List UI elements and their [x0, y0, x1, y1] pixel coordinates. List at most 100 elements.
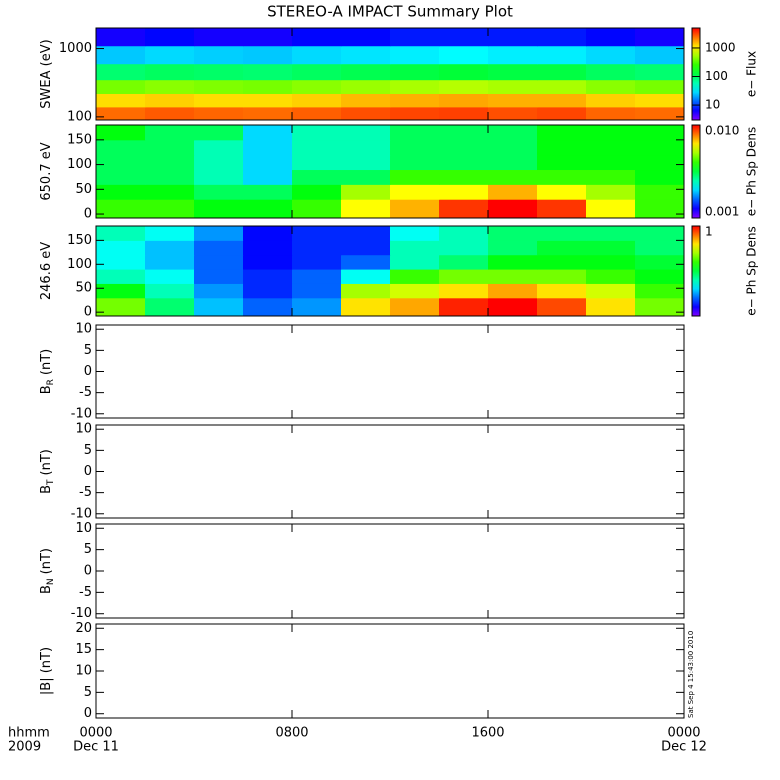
heat-cell	[537, 283, 587, 299]
heat-cell	[96, 63, 146, 81]
heat-cell	[635, 125, 685, 141]
heat-cell	[194, 45, 244, 65]
heat-cell	[145, 63, 195, 81]
y-tick-label: 0	[84, 464, 92, 479]
heat-cell	[635, 169, 685, 185]
colorbar-label: e− Ph Sp Dens	[745, 127, 759, 216]
heat-cell	[586, 240, 636, 256]
y-tick-label: 5	[84, 685, 92, 700]
heat-cell	[390, 283, 440, 299]
heat-cell	[341, 226, 391, 241]
y-tick-label: 0	[84, 706, 92, 721]
heat-cell	[145, 93, 195, 108]
heat-cell	[145, 45, 195, 65]
heat-cell	[537, 139, 587, 156]
y-axis-label: BT (nT)	[39, 449, 56, 494]
x-axis-label: 2009	[8, 740, 41, 755]
heat-cell	[96, 199, 146, 219]
heat-cell	[194, 79, 244, 94]
heat-cell	[488, 28, 538, 47]
heat-cell	[341, 125, 391, 141]
heat-cell	[341, 283, 391, 299]
heat-cell	[586, 199, 636, 219]
heat-cell	[292, 93, 342, 108]
heat-cell	[341, 139, 391, 156]
heat-cell	[439, 79, 489, 94]
y-tick-label: -5	[79, 385, 92, 400]
heat-cell	[635, 297, 685, 317]
y-axis-label: SWEA (eV)	[39, 39, 54, 108]
heat-cell	[586, 45, 636, 65]
y-tick-label: 10	[75, 422, 92, 437]
x-tick-label: 1600	[471, 726, 504, 741]
panel-bg	[96, 325, 684, 418]
heat-cell	[145, 28, 195, 47]
heat-cell	[243, 28, 293, 47]
heat-cell	[243, 199, 293, 219]
heat-cell	[96, 240, 146, 256]
chart-title: STEREO-A IMPACT Summary Plot	[267, 3, 513, 21]
heat-cell	[635, 139, 685, 156]
heat-cell	[243, 106, 293, 121]
y-label-main: 650.7 eV	[39, 142, 54, 200]
heat-cell	[390, 240, 440, 256]
heat-cell	[537, 106, 587, 121]
heat-cell	[439, 283, 489, 299]
colorbar-label: e− Flux	[745, 51, 759, 97]
heat-cell	[537, 297, 587, 317]
heat-cell	[194, 226, 244, 241]
panel-frame	[95, 124, 685, 219]
heat-cell	[537, 93, 587, 108]
heat-cell	[96, 139, 146, 156]
heat-cell	[194, 283, 244, 299]
y-tick-label: 20	[75, 621, 92, 636]
heat-cell	[537, 154, 587, 171]
heat-cell	[439, 199, 489, 219]
heat-cell	[439, 28, 489, 47]
heat-cell	[292, 169, 342, 185]
panel-frame	[95, 27, 685, 121]
heat-cell	[390, 199, 440, 219]
heat-cell	[243, 297, 293, 317]
heat-cell	[390, 297, 440, 317]
timestamp: Sat Sep 4 15:43:00 2010	[687, 631, 695, 718]
heat-cell	[243, 154, 293, 171]
heat-cell	[96, 125, 146, 141]
y-axis-label: BN (nT)	[39, 548, 56, 594]
heat-cell	[586, 139, 636, 156]
heat-cell	[439, 269, 489, 284]
heat-cell	[243, 63, 293, 81]
heat-cell	[96, 79, 146, 94]
y-tick-label: 100	[67, 157, 92, 172]
heat-cell	[488, 154, 538, 171]
heat-cell	[292, 254, 342, 270]
heat-cell	[537, 240, 587, 256]
heat-cell	[390, 184, 440, 200]
heat-cell	[537, 184, 587, 200]
y-tick-label: -10	[71, 606, 92, 621]
x-tick-label: 0000	[79, 726, 112, 741]
y-tick-label: 100	[67, 257, 92, 272]
heat-cell	[390, 226, 440, 241]
panel-frame	[95, 225, 685, 317]
heat-cell	[439, 139, 489, 156]
y-tick-label: 10	[75, 322, 92, 337]
heat-cell	[194, 125, 244, 141]
heat-cell	[439, 240, 489, 256]
heat-cell	[390, 63, 440, 81]
heat-cell	[341, 199, 391, 219]
heat-cell	[586, 106, 636, 121]
heat-cell	[194, 199, 244, 219]
heat-cell	[194, 269, 244, 284]
heat-cell	[96, 154, 146, 171]
heat-cell	[243, 283, 293, 299]
heat-cell	[390, 106, 440, 121]
y-tick-label: 0	[84, 305, 92, 320]
heat-cell	[586, 125, 636, 141]
heat-cell	[243, 79, 293, 94]
heat-cell	[292, 283, 342, 299]
y-label-main: B	[39, 485, 54, 494]
heat-cell	[488, 79, 538, 94]
heat-cell	[292, 79, 342, 94]
y-tick-label: 0	[84, 207, 92, 222]
